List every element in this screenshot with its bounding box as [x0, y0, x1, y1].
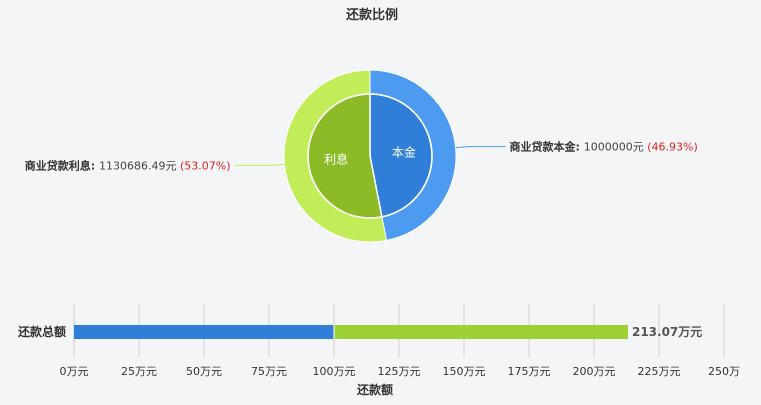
pie-outer-label: 商业贷款利息: 1130686.49元 (53.07%): [25, 158, 231, 172]
x-tick-label: 0万元: [60, 365, 89, 378]
x-tick-label: 75万元: [251, 365, 287, 378]
pie-leader-line: [455, 146, 506, 149]
pie-label-value: 1130686.49元: [99, 159, 180, 172]
chart-title: 还款比例: [345, 7, 398, 23]
x-tick-label: 225万元: [638, 365, 681, 378]
pie-inner-label: 本金: [392, 145, 416, 160]
x-tick-label: 100万元: [313, 365, 356, 378]
x-tick-label: 125万元: [378, 365, 421, 378]
pie-leader-line: [234, 163, 285, 166]
x-tick-label: 25万元: [121, 365, 157, 378]
pie-outer-label: 商业贷款本金: 1000000元 (46.93%): [510, 140, 698, 154]
bar-segment[interactable]: [74, 325, 334, 339]
pie-label-percent: (46.93%): [647, 141, 698, 154]
pie-label-name: 商业贷款利息:: [25, 158, 99, 172]
bar-category-label: 还款总额: [17, 324, 66, 339]
x-tick-label: 250万: [708, 365, 740, 378]
pie-inner-ring: [307, 93, 433, 219]
bar-total-label: 213.07万元: [632, 325, 702, 339]
bar-segment[interactable]: [334, 325, 628, 339]
x-tick-label: 150万元: [443, 365, 486, 378]
x-tick-label: 50万元: [186, 365, 222, 378]
x-tick-label: 200万元: [573, 365, 616, 378]
pie-label-value: 1000000元: [584, 141, 648, 154]
x-axis-label: 还款额: [356, 382, 393, 397]
pie-inner-label: 利息: [324, 151, 348, 166]
x-tick-label: 175万元: [508, 365, 551, 378]
pie-label-name: 商业贷款本金:: [510, 140, 584, 154]
pie-chart: 本金 利息 商业贷款本金: 1000000元 (46.93%) 商业贷款利息: 113…: [25, 69, 698, 243]
pie-label-percent: (53.07%): [180, 159, 231, 172]
bar-chart: 213.07万元 还款总额 0万元 25万元 50万元 75万元 100万元 125万元 150…: [17, 304, 740, 397]
